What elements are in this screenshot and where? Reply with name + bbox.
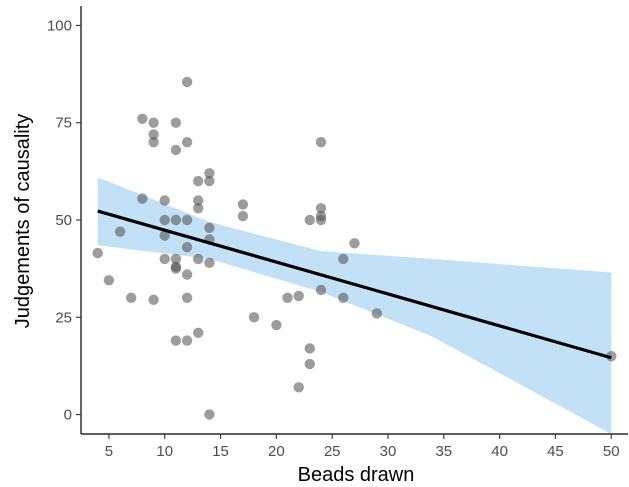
data-point (237, 199, 249, 210)
data-point (371, 308, 382, 319)
data-point (137, 193, 148, 204)
data-point (170, 263, 182, 274)
data-point (159, 214, 170, 226)
confidence-band-layer (97, 177, 612, 434)
y-tick-label: 50 (55, 212, 72, 229)
x-axis-title: Beads drawn (298, 464, 415, 486)
data-point (193, 253, 204, 265)
x-tick-label: 15 (212, 443, 229, 460)
data-point (114, 226, 126, 237)
data-point (181, 76, 193, 88)
data-point (193, 203, 204, 214)
x-tick-label: 10 (156, 443, 173, 460)
data-point (204, 175, 215, 187)
data-point (181, 214, 193, 226)
data-point (204, 257, 215, 268)
data-point (159, 253, 170, 265)
data-point (159, 230, 170, 241)
data-point (148, 294, 159, 305)
x-tick-label: 35 (435, 443, 452, 460)
data-point (103, 275, 115, 286)
x-tick-label: 20 (268, 443, 285, 460)
data-point (271, 319, 282, 331)
data-point (338, 292, 349, 303)
data-point (137, 113, 148, 125)
data-points-layer (92, 76, 617, 420)
data-point (170, 117, 182, 128)
data-point (315, 214, 327, 226)
y-axis-title: Judgements of causality (12, 114, 34, 329)
data-point (304, 214, 315, 226)
data-point (315, 137, 327, 148)
regression-line (97, 209, 612, 360)
data-point (349, 238, 360, 249)
data-point (315, 203, 327, 214)
data-point (204, 168, 215, 179)
data-point (293, 382, 304, 393)
data-point (170, 253, 182, 265)
x-tick-label: 5 (105, 443, 113, 460)
data-point (170, 335, 182, 346)
x-tick-label: 45 (547, 443, 564, 460)
data-point (304, 358, 315, 370)
data-point (315, 284, 327, 296)
x-tick-label: 40 (491, 443, 508, 460)
data-point (193, 327, 204, 338)
y-tick-label: 75 (55, 115, 72, 132)
data-point (338, 253, 349, 265)
data-point (181, 292, 193, 303)
data-point (237, 210, 249, 222)
data-point (204, 222, 215, 233)
data-point (248, 312, 260, 323)
x-tick-label: 30 (380, 443, 397, 460)
data-point (181, 137, 193, 148)
data-point (181, 335, 193, 346)
confidence-band (97, 177, 612, 434)
y-tick-label: 0 (64, 407, 72, 424)
data-point (92, 247, 103, 259)
data-point (126, 292, 137, 303)
data-point (170, 214, 182, 226)
data-point (304, 343, 315, 354)
x-tick-label: 25 (324, 443, 341, 460)
data-point (148, 129, 159, 140)
data-point (170, 144, 182, 156)
data-point (148, 137, 159, 148)
axes-layer: 5 10 15 20 25 30 35 40 45 50 0 25 50 75 100 (47, 6, 628, 460)
data-point (159, 195, 170, 206)
data-point (181, 269, 193, 280)
data-point (282, 292, 293, 303)
data-point (193, 195, 204, 206)
data-point (204, 409, 215, 420)
data-point (181, 242, 193, 253)
data-point (193, 175, 204, 187)
y-tick-label: 100 (47, 17, 72, 34)
data-point (148, 117, 159, 128)
data-point (293, 290, 304, 302)
fit-line-layer (97, 209, 612, 360)
x-tick-label: 50 (603, 443, 620, 460)
y-tick-label: 25 (55, 309, 72, 326)
